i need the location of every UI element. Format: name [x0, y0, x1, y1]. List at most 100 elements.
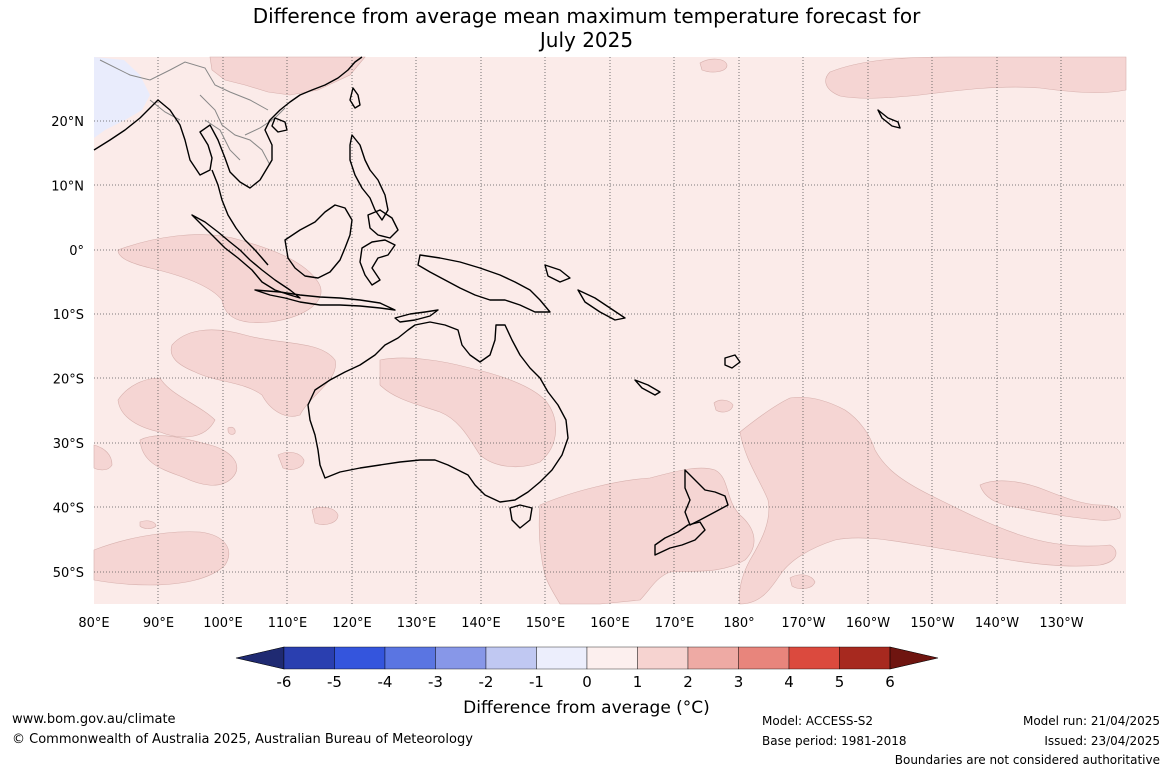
colorbar-segment — [839, 646, 891, 670]
lat-tick-label: 0° — [69, 244, 84, 259]
anomaly-region-australia — [379, 357, 556, 467]
colorbar-tick-label: 2 — [683, 673, 693, 691]
footer-base-period: Base period: 1981-2018 — [762, 734, 907, 748]
anomaly-region-central-south-pacific — [739, 397, 1117, 605]
colorbar-segment — [637, 646, 689, 670]
chart-title: Difference from average mean maximum tem… — [0, 4, 1173, 52]
coast-sumatra — [191, 214, 301, 299]
lat-tick-label: 20°S — [53, 373, 84, 388]
colorbar-title: Difference from average (°C) — [463, 698, 710, 718]
colorbar-tick-label: -1 — [529, 673, 544, 691]
anomaly-region-small-3 — [139, 520, 157, 529]
anomaly-region-sw-indian — [117, 377, 216, 438]
colorbar-segment — [283, 646, 335, 670]
colorbar-segment — [687, 646, 739, 670]
gridlines — [94, 57, 1126, 604]
colorbar-tick-label: -2 — [479, 673, 494, 691]
anomaly-negative-region — [94, 57, 150, 138]
footer-model: Model: ACCESS-S2 — [762, 714, 874, 728]
footer-disclaimer: Boundaries are not considered authoritat… — [894, 753, 1160, 767]
coast-philippines — [349, 134, 389, 221]
colorbar-tick-label: -3 — [428, 673, 443, 691]
coast-timor — [394, 309, 439, 323]
lat-tick-label: 10°N — [51, 179, 84, 194]
anomaly-region-west-edge — [93, 444, 113, 471]
lat-tick-label: 40°S — [53, 501, 84, 516]
coast-new-guinea — [417, 254, 551, 313]
lon-tick-label: 170°W — [781, 616, 825, 631]
coast-nz-north — [684, 469, 729, 526]
colorbar-tick-label: 0 — [582, 673, 592, 691]
lon-tick-label: 160°E — [590, 616, 630, 631]
coast-mindanao — [367, 209, 399, 239]
anomaly-region-south-pacific — [538, 467, 755, 605]
coast-australia — [307, 321, 569, 503]
coast-taiwan — [349, 87, 361, 109]
colorbar-segment — [384, 646, 436, 670]
coast-sulawesi — [359, 239, 396, 286]
colorbar-tick-labels: -6 -5 -4 -3 -2 -1 0 1 2 3 4 5 6 — [277, 673, 895, 691]
colorbar-tick-label: 4 — [784, 673, 794, 691]
lon-tick-label: 140°W — [975, 616, 1019, 631]
colorbar-segment — [738, 646, 790, 670]
colorbar-tick-label: 6 — [885, 673, 895, 691]
coast-java — [254, 289, 396, 311]
title-line-1: Difference from average mean maximum tem… — [252, 4, 921, 28]
lon-tick-label: 180° — [723, 616, 754, 631]
coast-asia-mainland — [93, 56, 363, 189]
anomaly-region-small-5 — [713, 399, 734, 413]
latitude-tick-labels: 20°N 10°N 0° 10°S 20°S 30°S 40°S 50°S — [51, 115, 84, 581]
lon-tick-label: 150°E — [526, 616, 566, 631]
lon-tick-label: 160°W — [846, 616, 890, 631]
anomaly-region-small-1 — [311, 506, 339, 525]
lon-tick-label: 150°W — [910, 616, 954, 631]
title-line-2: July 2025 — [539, 28, 634, 52]
coast-new-britain — [544, 264, 571, 283]
coast-tasmania — [509, 504, 533, 529]
anomaly-region-indian-ocean-eq — [117, 234, 322, 323]
coast-borneo — [284, 204, 353, 279]
colorbar-segment — [788, 646, 840, 670]
anomaly-region-south-indian — [139, 435, 238, 486]
footer-website: www.bom.gov.au/climate — [12, 712, 176, 727]
anomaly-region-small-6 — [789, 574, 816, 589]
lat-tick-label: 10°S — [53, 308, 84, 323]
colorbar-tick-label: 3 — [734, 673, 744, 691]
lon-tick-label: 90°E — [143, 616, 174, 631]
footer-issued: Issued: 23/04/2025 — [1044, 734, 1160, 748]
colorbar-tick-label: -4 — [378, 673, 393, 691]
country-borders — [99, 59, 286, 166]
coast-malay-peninsula — [211, 169, 269, 266]
colorbar — [235, 646, 939, 670]
colorbar-segment — [536, 646, 588, 670]
colorbar-tick-label: 5 — [835, 673, 845, 691]
lat-tick-label: 50°S — [53, 566, 84, 581]
lat-tick-label: 30°S — [53, 437, 84, 452]
colorbar-segment — [586, 646, 638, 670]
lon-tick-label: 80°E — [78, 616, 109, 631]
anomaly-region-east-south-pacific — [979, 480, 1121, 521]
colorbar-tick-label: -6 — [277, 673, 292, 691]
colorbar-segment — [485, 646, 537, 670]
colorbar-upper-extend — [889, 646, 939, 670]
lon-tick-label: 130°W — [1039, 616, 1083, 631]
coast-new-caledonia — [634, 379, 661, 396]
coast-fiji — [724, 354, 741, 369]
lon-tick-label: 100°E — [203, 616, 243, 631]
coast-solomons — [577, 289, 626, 321]
colorbar-lower-extend — [235, 646, 285, 670]
footer-copyright: © Commonwealth of Australia 2025, Austra… — [12, 732, 473, 747]
footer-model-run: Model run: 21/04/2025 — [1022, 714, 1160, 728]
anomaly-region-small-2 — [277, 451, 305, 470]
colorbar-tick-label: 1 — [633, 673, 643, 691]
anomaly-region-small-4 — [699, 58, 728, 73]
anomaly-region-west-indian — [170, 329, 336, 417]
colorbar-segment — [435, 646, 487, 670]
anomaly-region-asia — [209, 56, 366, 96]
lon-tick-label: 110°E — [268, 616, 308, 631]
colorbar-segment — [334, 646, 386, 670]
lon-tick-label: 120°E — [332, 616, 372, 631]
coast-hawaii — [877, 109, 901, 129]
coast-nz-south — [654, 521, 706, 556]
